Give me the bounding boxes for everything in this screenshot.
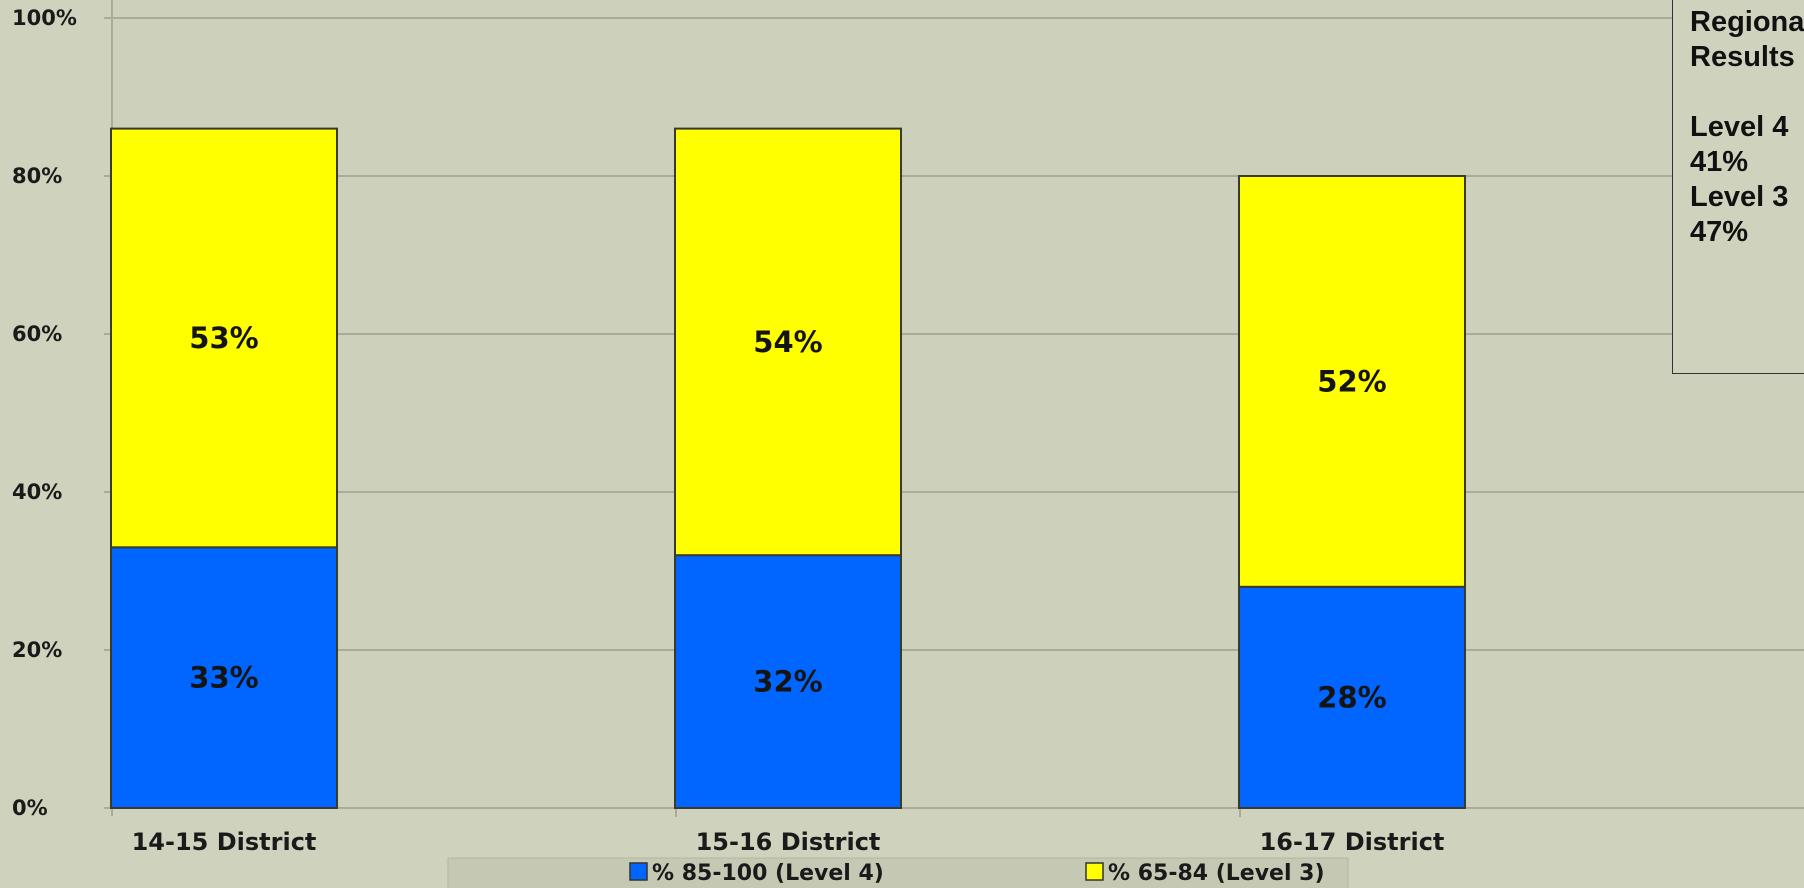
bar-segment [674,554,902,810]
y-tick-label: 60% [12,322,62,346]
y-tick-label: 20% [12,638,62,662]
legend-swatch [1085,862,1104,881]
note-line-regional: Regional [1690,6,1804,38]
x-category-label: 15-16 District [696,828,881,856]
bar-segment [1238,585,1466,809]
legend-box [447,857,1349,888]
data-label: 53% [189,321,258,355]
note-line-results: Results [1690,41,1795,73]
note-line-level3-value: 47% [1690,216,1749,248]
data-label: 54% [753,325,822,359]
note-spacer [1690,75,1804,110]
bar-segment [110,127,338,549]
legend-swatch [629,862,648,881]
regional-results-note: Regional Results Level 4 41% Level 3 47% [1672,0,1804,374]
data-label: 33% [189,661,258,695]
plot-area [112,0,1804,808]
x-category-label: 14-15 District [132,828,317,856]
legend-label: % 85-100 (Level 4) [652,861,884,886]
legend-label: % 65-84 (Level 3) [1108,861,1325,886]
note-line-level3-label: Level 3 [1690,181,1789,213]
x-category-label: 16-17 District [1260,828,1445,856]
data-label: 52% [1317,364,1386,398]
y-tick-label: 100% [12,6,77,30]
data-label: 32% [753,665,822,699]
note-line-level4-value: 41% [1690,146,1749,178]
y-tick-label: 0% [12,796,48,820]
bar-segment [674,127,902,557]
data-label: 28% [1317,680,1386,714]
y-tick-label: 80% [12,164,62,188]
bar-segment [1238,175,1466,588]
note-line-level4-label: Level 4 [1690,111,1789,143]
y-tick-label: 40% [12,480,62,504]
